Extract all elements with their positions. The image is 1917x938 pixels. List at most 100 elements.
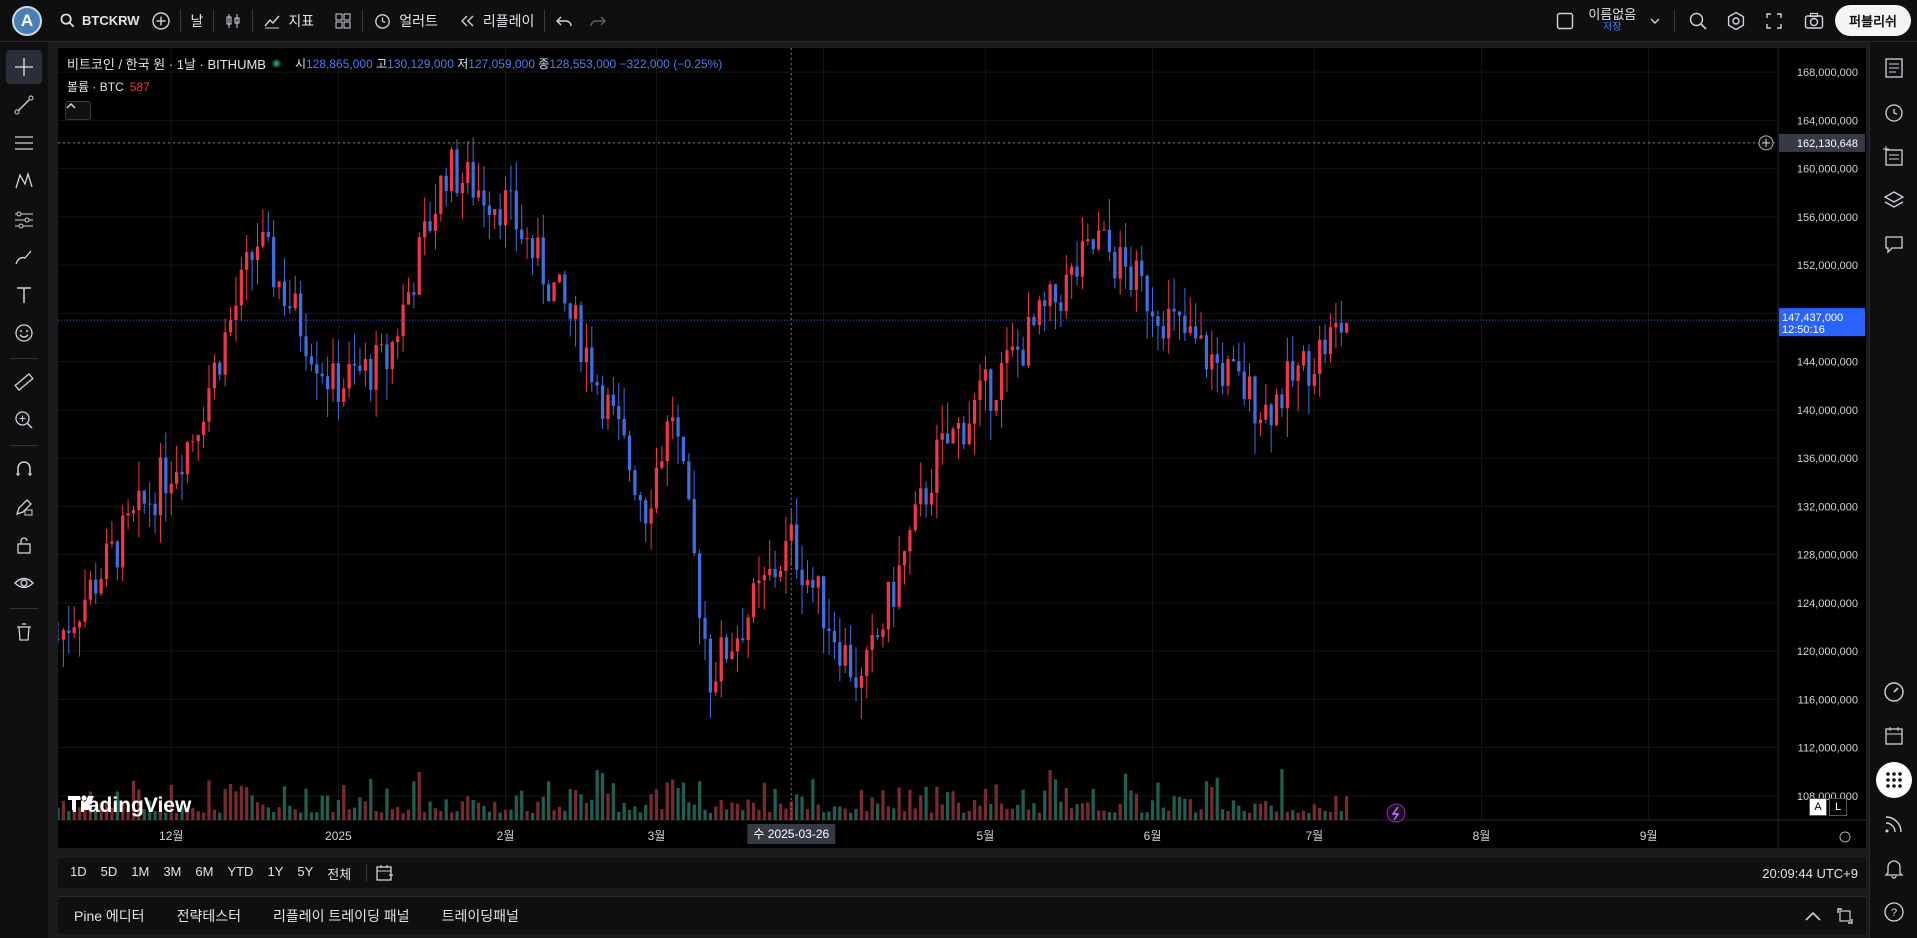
products-button[interactable] (1875, 762, 1912, 798)
volume-bar (169, 784, 173, 820)
range-button[interactable]: 6M (195, 863, 214, 879)
range-button[interactable]: 5D (100, 863, 118, 879)
symbol-search[interactable]: BTCKRW (50, 0, 150, 41)
text-tool[interactable] (6, 278, 42, 312)
volume-bar (1199, 809, 1203, 820)
range-button[interactable]: 3M (163, 863, 182, 879)
panel-tab[interactable]: 리플레이 트레이딩 패널 (272, 907, 410, 924)
trend-line-icon (14, 95, 34, 115)
auto-scale-button[interactable]: A (1809, 798, 1827, 816)
layout-checkbox[interactable] (1554, 10, 1576, 32)
quick-search-button[interactable] (1687, 10, 1709, 32)
fib-tool[interactable] (6, 126, 42, 160)
chat-button[interactable] (1876, 226, 1912, 262)
volume-bar (325, 795, 330, 820)
pattern-tool[interactable] (6, 164, 42, 198)
range-button[interactable]: 1D (70, 863, 87, 879)
hide-drawings-tool[interactable] (6, 566, 42, 600)
panel-maximize-button[interactable] (1802, 905, 1824, 927)
emoji-tool[interactable] (6, 316, 42, 350)
measure-tool[interactable] (6, 365, 42, 399)
volume-bar (115, 791, 119, 820)
alarm-plus-icon (375, 14, 391, 29)
remove-drawings-tool[interactable] (6, 615, 42, 649)
candle-body (433, 213, 438, 231)
fullscreen-button[interactable] (1763, 10, 1785, 32)
volume-bar (1226, 811, 1230, 820)
prediction-tool[interactable] (6, 202, 42, 236)
news-button[interactable] (1876, 806, 1912, 842)
range-button[interactable]: 5Y (297, 863, 314, 879)
log-scale-button[interactable]: L (1829, 798, 1847, 816)
lock-drawing-tool[interactable] (6, 490, 42, 524)
candle-body (671, 417, 675, 422)
watchlist-button[interactable] (1876, 50, 1912, 86)
magnet-tool[interactable] (6, 452, 42, 486)
timezone-clock[interactable]: 20:09:44 UTC+9 (1762, 865, 1858, 881)
chart-pane[interactable]: 168,000,000 164,000,000 160,000,000 156,000… (58, 48, 1866, 848)
publish-button[interactable]: 퍼블리쉬 (1835, 5, 1911, 36)
volume-bar (617, 811, 621, 820)
volume-bar (266, 807, 270, 820)
drawing-toolbar (0, 42, 48, 938)
price-tick-label: 144,000,000 (1797, 357, 1858, 369)
snapshot-button[interactable] (1803, 10, 1825, 32)
range-button[interactable]: 1Y (267, 863, 284, 879)
layers-button[interactable] (1876, 182, 1912, 218)
alert-button[interactable]: 얼러트 (363, 0, 448, 41)
chart-type-button[interactable] (222, 10, 244, 32)
candle-body (191, 441, 195, 443)
object-tree-button[interactable] (1876, 138, 1912, 174)
user-avatar[interactable]: A (12, 5, 42, 36)
gear-icon (1728, 11, 1745, 30)
candle-body (304, 336, 308, 357)
goto-date-button[interactable] (375, 864, 395, 882)
zoom-tool[interactable] (6, 403, 42, 437)
panel-tab[interactable]: 트레이딩패널 (441, 907, 519, 924)
candle-body (487, 205, 491, 216)
candle-body (110, 541, 114, 544)
trend-line-tool[interactable] (6, 88, 42, 122)
candle-body (498, 209, 502, 226)
candle-body (530, 238, 535, 259)
notifications-button[interactable] (1876, 850, 1912, 886)
panel-tab[interactable]: 전략테스터 (176, 907, 241, 924)
brush-tool[interactable] (6, 240, 42, 274)
volume-bar (816, 804, 820, 820)
settings-button[interactable] (1725, 10, 1747, 32)
layouts-button[interactable] (332, 10, 354, 32)
volume-bar (886, 806, 890, 820)
volume-bar (1156, 782, 1160, 820)
range-button[interactable]: 1M (131, 863, 150, 879)
alerts-button[interactable] (1876, 94, 1912, 130)
crosshair-tool[interactable] (6, 50, 42, 84)
legend-collapse-button[interactable] (65, 101, 91, 120)
volume-title[interactable]: 볼륨 · BTC (67, 80, 124, 94)
panel-tab[interactable]: Pine 에디터 (74, 907, 145, 924)
panel-expand-button[interactable] (1834, 905, 1856, 927)
volume-bar (449, 812, 454, 820)
undo-button[interactable] (553, 10, 575, 32)
tradingview-logo[interactable]: TradingView (68, 794, 191, 818)
candle-body (58, 639, 60, 641)
calendar-button[interactable] (1876, 718, 1912, 754)
candle-body (94, 579, 98, 594)
candle-body (563, 274, 567, 304)
hotlists-button[interactable] (1876, 674, 1912, 710)
replay-button[interactable]: 리플레이 (448, 0, 545, 41)
range-button[interactable]: YTD (227, 863, 254, 879)
countdown-label: 12:50:16 (1782, 324, 1825, 336)
help-button[interactable]: ? (1876, 894, 1912, 930)
volume-bar (1043, 790, 1047, 820)
indicators-button[interactable]: 지표 (253, 0, 324, 41)
compare-add-button[interactable] (150, 10, 172, 32)
range-button[interactable]: 전체 (327, 866, 352, 882)
redo-button[interactable] (587, 10, 609, 32)
volume-bar (1102, 810, 1106, 820)
layout-menu-button[interactable] (1644, 10, 1666, 32)
lock-all-tool[interactable] (6, 528, 42, 562)
interval-button[interactable]: 날 (190, 12, 204, 29)
layout-name[interactable]: 이름없음 저장 (1588, 8, 1636, 34)
series-title[interactable]: 비트코인 / 한국 원 · 1날 · BITHUMB (67, 57, 266, 72)
candlestick-chart[interactable]: 168,000,000 164,000,000 160,000,000 156,000… (58, 48, 1866, 848)
